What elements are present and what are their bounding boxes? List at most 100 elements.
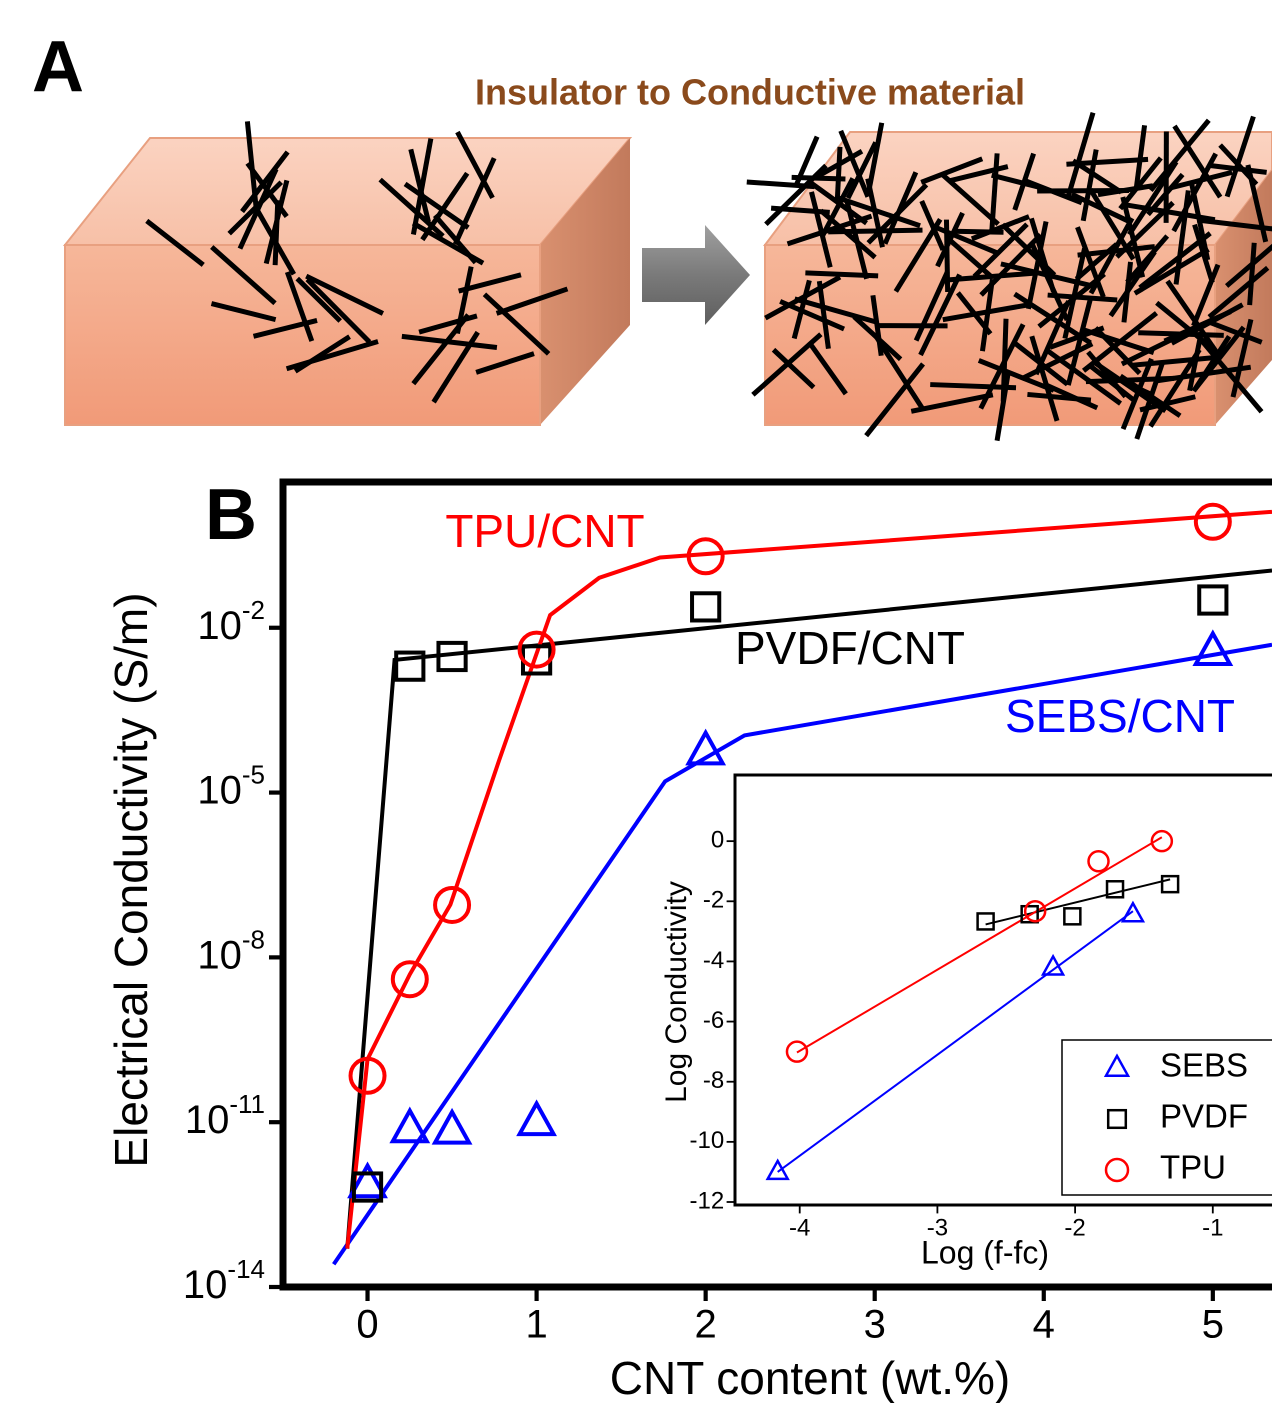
cnt bbox=[1093, 326, 1142, 376]
cnt bbox=[252, 317, 318, 339]
x-tick-label: -4 bbox=[789, 1214, 810, 1241]
marker bbox=[1087, 850, 1110, 873]
cnt bbox=[1066, 111, 1096, 197]
cnt bbox=[210, 301, 277, 323]
marker bbox=[976, 912, 995, 931]
cnt bbox=[475, 351, 535, 375]
marker bbox=[516, 1099, 557, 1137]
marker bbox=[685, 728, 727, 766]
x-tick-label: -1 bbox=[1202, 1214, 1223, 1241]
cnt bbox=[1134, 360, 1166, 440]
y-tick-label: -8 bbox=[703, 1067, 724, 1094]
marker bbox=[517, 630, 556, 669]
legend-box bbox=[1061, 1039, 1272, 1196]
cnt bbox=[805, 270, 879, 279]
cnt bbox=[979, 278, 995, 352]
cnt bbox=[918, 273, 962, 357]
y-tick-label: -12 bbox=[690, 1187, 725, 1214]
cnt bbox=[865, 178, 885, 248]
y-tick-label: 10-5 bbox=[197, 759, 265, 812]
cnt bbox=[1077, 244, 1156, 258]
cnt bbox=[285, 339, 379, 372]
legend-label: TPU bbox=[1160, 1149, 1226, 1186]
marker bbox=[351, 1171, 384, 1203]
marker bbox=[431, 1107, 473, 1145]
cnt bbox=[816, 280, 831, 350]
cnt bbox=[764, 274, 842, 321]
cnt bbox=[495, 286, 569, 316]
cnt bbox=[482, 292, 551, 356]
cnt bbox=[845, 141, 878, 200]
cnt bbox=[401, 333, 498, 350]
cnt bbox=[809, 191, 833, 268]
cnt bbox=[1196, 217, 1272, 232]
cnt bbox=[1133, 247, 1210, 296]
cnt bbox=[403, 181, 470, 230]
marker bbox=[1103, 1053, 1131, 1077]
cnt bbox=[793, 135, 820, 188]
marker bbox=[436, 640, 468, 673]
cnt bbox=[305, 277, 372, 344]
cnt bbox=[1013, 291, 1092, 345]
cnt bbox=[420, 171, 470, 242]
y-tick-label: 0 bbox=[711, 826, 724, 853]
cnt bbox=[1028, 217, 1056, 293]
cnt bbox=[263, 179, 290, 265]
x-axis-title: Log (f-fc) bbox=[921, 1234, 1049, 1270]
cnt bbox=[844, 199, 870, 280]
y-axis-title: Log Conductivity bbox=[660, 881, 693, 1103]
cnt bbox=[874, 335, 926, 411]
x-tick-label: 3 bbox=[864, 1303, 886, 1347]
cnt bbox=[1172, 124, 1223, 199]
panel-label: B bbox=[205, 475, 257, 555]
marker bbox=[394, 650, 426, 682]
cnt bbox=[1191, 263, 1221, 327]
cnt bbox=[1075, 226, 1106, 298]
cnt bbox=[972, 222, 1029, 279]
cnt bbox=[819, 177, 856, 239]
y-tick-label: 10-2 bbox=[197, 595, 265, 648]
cnt bbox=[1224, 243, 1272, 288]
cnt bbox=[1065, 297, 1094, 386]
cnt bbox=[1207, 265, 1270, 319]
marker bbox=[1192, 629, 1234, 667]
cnt bbox=[837, 195, 921, 229]
y-tick-label: 10-11 bbox=[185, 1089, 265, 1142]
marker bbox=[1193, 502, 1232, 541]
cnt bbox=[1171, 152, 1218, 233]
cnt-sticks bbox=[145, 111, 1272, 442]
marker bbox=[785, 1040, 809, 1063]
cnt bbox=[295, 276, 342, 323]
marker bbox=[1120, 900, 1146, 923]
marker bbox=[347, 1161, 388, 1199]
cnt bbox=[1191, 335, 1232, 393]
cnt bbox=[1138, 231, 1212, 290]
cnt bbox=[1049, 325, 1105, 350]
cnt bbox=[1086, 350, 1128, 399]
marker bbox=[1150, 829, 1174, 853]
legend-label: SEBS bbox=[1160, 1047, 1248, 1084]
cnt bbox=[1224, 115, 1256, 198]
marker bbox=[1063, 907, 1082, 926]
cnt bbox=[910, 392, 994, 414]
cnt bbox=[245, 161, 289, 218]
cnt bbox=[786, 213, 873, 247]
panel-label: A bbox=[32, 27, 84, 107]
cnt bbox=[919, 199, 946, 251]
cnt bbox=[1127, 160, 1179, 236]
cnt bbox=[1155, 300, 1217, 353]
x-axis-title: CNT content (wt.%) bbox=[610, 1352, 1010, 1403]
arrow bbox=[642, 225, 750, 325]
cnt bbox=[1085, 375, 1174, 385]
cnt bbox=[866, 182, 929, 245]
cnt bbox=[244, 121, 259, 209]
x-tick-label: 5 bbox=[1202, 1303, 1224, 1347]
cnt bbox=[1148, 348, 1202, 428]
cnt bbox=[1131, 354, 1216, 368]
series-label: SEBS/CNT bbox=[1005, 690, 1235, 742]
cnt bbox=[145, 218, 205, 267]
cnt bbox=[210, 245, 277, 306]
cnt bbox=[240, 150, 290, 214]
marker bbox=[1040, 953, 1066, 976]
cnt bbox=[411, 220, 485, 266]
